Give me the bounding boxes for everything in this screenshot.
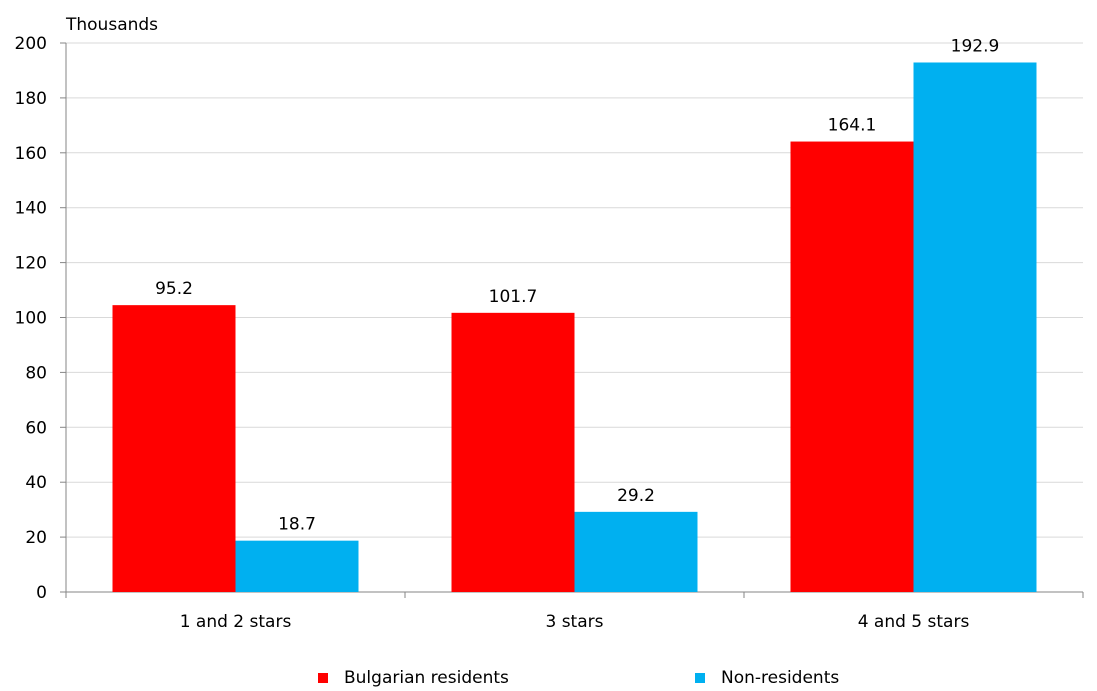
bar-non-residents (913, 62, 1037, 592)
bar-non-residents (235, 540, 359, 592)
x-tick-label: 3 stars (545, 612, 603, 632)
y-tick-label: 100 (15, 309, 47, 329)
y-tick-label: 180 (15, 89, 47, 109)
y-axis-unit-label: Thousands (65, 15, 158, 35)
y-tick-label: 120 (15, 254, 47, 274)
data-label: 101.7 (489, 287, 538, 307)
legend-label: Non-residents (721, 668, 839, 688)
bar-non-residents (574, 511, 698, 592)
y-tick-label: 60 (25, 418, 47, 438)
y-tick-label: 200 (15, 34, 47, 54)
y-tick-label: 80 (25, 363, 47, 383)
data-label: 95.2 (155, 279, 193, 299)
legend-swatch (695, 673, 705, 683)
y-tick-label: 40 (25, 473, 47, 493)
data-label: 29.2 (617, 486, 655, 506)
legend: Bulgarian residents Non-residents (318, 668, 839, 688)
bar-bulgarian-residents (451, 312, 575, 592)
data-labels: 95.2 18.7 101.7 29.2 164.1 192.9 (155, 36, 999, 534)
x-tick-label: 1 and 2 stars (180, 612, 292, 632)
legend-label: Bulgarian residents (344, 668, 509, 688)
legend-swatch (318, 673, 328, 683)
y-tick-label: 160 (15, 144, 47, 164)
data-label: 164.1 (828, 116, 877, 136)
axes: 0 20 40 60 80 100 120 140 160 180 200 1 and 2 stars… (15, 34, 1084, 632)
y-tick-label: 140 (15, 199, 47, 219)
bar-bulgarian-residents (112, 305, 236, 592)
bar-bulgarian-residents (790, 141, 914, 592)
bars (112, 62, 1037, 592)
data-label: 192.9 (951, 36, 1000, 56)
data-label: 18.7 (278, 515, 316, 535)
x-tick-label: 4 and 5 stars (858, 612, 970, 632)
y-tick-label: 20 (25, 528, 47, 548)
y-tick-label: 0 (36, 583, 47, 603)
